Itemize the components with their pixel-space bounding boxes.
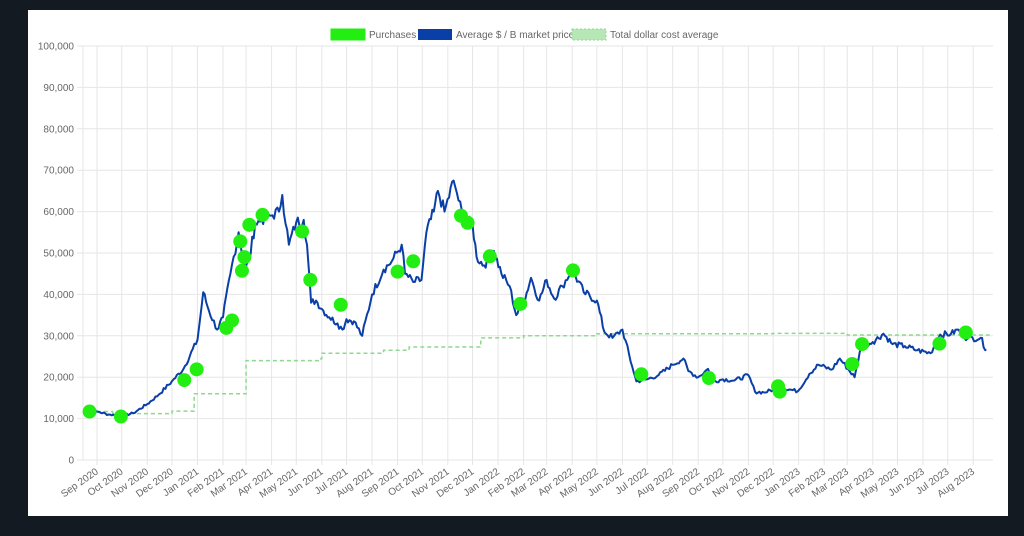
y-tick-label: 0 (68, 456, 74, 467)
y-tick-label: 50,000 (43, 249, 74, 260)
purchase-point[interactable] (406, 254, 421, 269)
y-tick-label: 70,000 (43, 166, 74, 177)
purchase-point[interactable] (82, 404, 97, 419)
purchase-point[interactable] (566, 263, 580, 278)
legend-label-market-price: Average $ / B market price (456, 30, 575, 41)
purchase-point[interactable] (333, 297, 348, 312)
purchase-point[interactable] (513, 296, 528, 311)
purchase-point[interactable] (237, 250, 252, 265)
series-layer (82, 179, 990, 418)
purchase-point[interactable] (772, 384, 787, 399)
legend-label-purchases: Purchases (369, 30, 416, 41)
chart-svg: Purchases Average $ / B market price Tot… (38, 28, 993, 501)
series-line-total-dollar-cost-average (83, 332, 990, 415)
purchase-point[interactable] (255, 207, 270, 222)
y-axis: 100,000 90,000 80,000 70,000 60,000 50,000 40,… (38, 42, 75, 467)
purchase-point[interactable] (225, 313, 240, 328)
purchase-point[interactable] (233, 234, 248, 249)
legend-swatch-purchases (330, 28, 366, 41)
y-tick-label: 60,000 (43, 207, 74, 218)
grid-layer (77, 45, 993, 465)
y-tick-label: 80,000 (43, 124, 74, 135)
legend-item-market-price[interactable]: Average $ / B market price (418, 29, 575, 41)
purchase-point[interactable] (460, 215, 475, 230)
y-tick-label: 20,000 (43, 373, 74, 384)
legend-item-purchases[interactable]: Purchases (330, 28, 416, 41)
purchase-point[interactable] (234, 263, 249, 278)
purchase-point[interactable] (242, 217, 257, 232)
legend-swatch-dollar-cost-average (571, 28, 607, 41)
y-tick-label: 30,000 (43, 331, 74, 342)
purchase-points (82, 207, 973, 424)
purchase-point[interactable] (701, 371, 716, 386)
legend-swatch-market-price (418, 29, 452, 40)
purchase-point[interactable] (113, 409, 128, 424)
legend-label-dollar-cost-average: Total dollar cost average (610, 30, 719, 41)
purchase-point[interactable] (958, 325, 973, 340)
purchase-point[interactable] (482, 249, 497, 264)
purchase-point[interactable] (303, 272, 318, 287)
purchase-point[interactable] (295, 224, 310, 239)
purchase-point[interactable] (634, 367, 649, 382)
y-tick-label: 100,000 (38, 42, 75, 53)
purchase-point[interactable] (932, 336, 947, 351)
purchase-point[interactable] (189, 362, 204, 377)
series-line-market-price (82, 179, 987, 418)
y-tick-label: 40,000 (43, 290, 74, 301)
chart-card: Purchases Average $ / B market price Tot… (28, 10, 1008, 516)
y-tick-label: 10,000 (43, 414, 74, 425)
y-tick-label: 90,000 (43, 83, 74, 94)
purchase-point[interactable] (177, 373, 192, 388)
purchase-point[interactable] (845, 356, 860, 371)
legend: Purchases Average $ / B market price Tot… (330, 28, 719, 41)
legend-item-dollar-cost-average[interactable]: Total dollar cost average (571, 28, 719, 41)
purchase-point[interactable] (855, 337, 870, 352)
purchase-point[interactable] (390, 264, 405, 279)
